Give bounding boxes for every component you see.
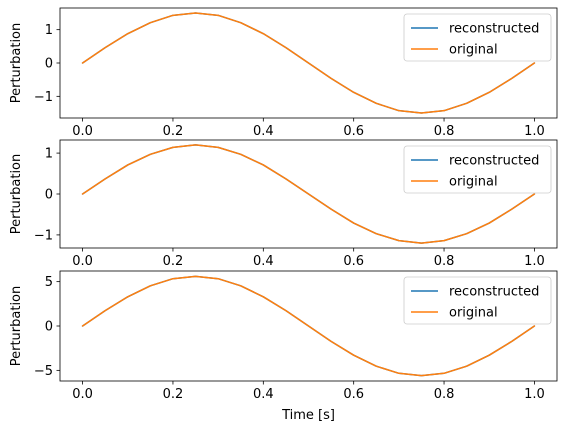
x-tick-label: 0.4 [253,254,274,269]
y-tick-label: 1 [45,147,53,162]
legend-box [403,145,552,194]
y-axis-label: Perturbation [9,286,24,367]
subplot-1: 0.0 0.2 0.4 0.6 0.8 1.0 −1 0 1 Perturbation recons… [9,7,558,139]
y-tick-label: −5 [34,364,53,379]
series-line-original-1 [81,12,536,114]
y-tick-label: 0 [45,57,53,72]
legend-box [403,276,552,325]
x-tick-label: 0.2 [163,254,184,269]
y-axis-label: Perturbation [9,23,24,104]
legend: reconstructed original [403,145,552,194]
x-tick-label: 0.4 [253,387,274,402]
y-tick-label: −1 [34,90,53,105]
x-tick-label: 0.2 [163,124,184,139]
y-axis-label: Perturbation [9,154,24,235]
legend-label-original: original [449,43,498,58]
x-tick-label: 0.4 [253,124,274,139]
x-axis-label: Time [s] [281,408,335,423]
y-tick-label: 0 [45,320,53,335]
y-tick-label: 0 [45,188,53,203]
series-line-original-2 [81,144,536,244]
y-tick-label: 5 [45,275,53,290]
x-tick-label: 0.6 [343,254,364,269]
x-tick-label: 0.0 [72,387,93,402]
legend: reconstructed original [403,13,552,62]
subplot-2: 0.0 0.2 0.4 0.6 0.8 1.0 −1 0 1 Perturbation recons… [9,139,558,269]
x-tick-label: 1.0 [524,387,545,402]
x-tick-label: 0.0 [72,124,93,139]
legend-label-reconstructed: reconstructed [449,154,539,169]
legend-label-original: original [449,175,498,190]
x-tick-label: 1.0 [524,124,545,139]
x-tick-label: 0.8 [434,254,455,269]
legend-label-reconstructed: reconstructed [449,285,539,300]
x-tick-label: 1.0 [524,254,545,269]
x-tick-label: 0.0 [72,254,93,269]
legend-box [403,13,552,62]
y-tick-label: 1 [45,23,53,38]
y-tick-label: −1 [34,228,53,243]
x-tick-label: 0.6 [343,387,364,402]
legend-label-reconstructed: reconstructed [449,22,539,37]
series-line-original-3 [81,275,536,377]
x-tick-label: 0.8 [434,387,455,402]
legend-label-original: original [449,306,498,321]
x-tick-label: 0.2 [163,387,184,402]
x-tick-label: 0.8 [434,124,455,139]
subplot-3: 0.0 0.2 0.4 0.6 0.8 1.0 −5 0 5 Perturbation Time [… [9,270,558,423]
legend: reconstructed original [403,276,552,325]
x-tick-label: 0.6 [343,124,364,139]
